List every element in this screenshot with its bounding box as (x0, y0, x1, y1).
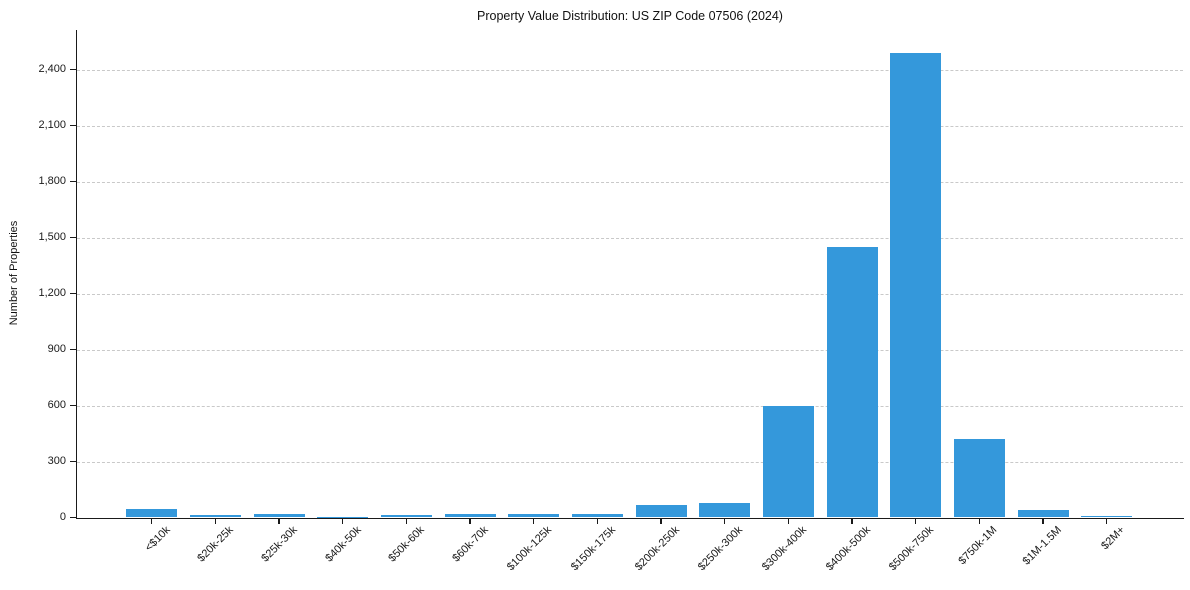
y-tick-label: 300 (47, 454, 66, 467)
x-tick-mark (342, 519, 344, 524)
y-tick-mark (70, 236, 76, 239)
x-tick-mark (278, 519, 280, 524)
bar (699, 502, 751, 518)
gridline (77, 237, 1183, 239)
x-tick-label: <$10k (142, 524, 173, 554)
x-tick-label: $400k-500k (823, 524, 873, 574)
y-tick-mark (70, 124, 76, 127)
gridline (77, 349, 1183, 351)
gridline (77, 405, 1183, 407)
x-tick-mark (533, 519, 535, 524)
x-tick-mark (1106, 519, 1108, 524)
x-tick-mark (214, 519, 217, 524)
x-tick-label: $25k-30k (259, 524, 300, 565)
x-tick-label: $300k-400k (759, 524, 809, 574)
y-tick-label: 1,500 (38, 230, 66, 243)
x-axis-line (76, 517, 1184, 519)
bar (444, 513, 496, 518)
bar (571, 514, 623, 518)
x-tick-label: $750k-1M (956, 524, 1000, 568)
x-tick-mark (724, 519, 726, 524)
bar (317, 516, 369, 518)
bar (953, 439, 1005, 518)
x-tick-label: $500k-750k (887, 524, 937, 574)
y-tick-mark (70, 68, 76, 71)
x-tick-label: $100k-125k (505, 524, 555, 574)
bar (635, 505, 687, 518)
y-tick-mark (70, 180, 76, 183)
x-tick-mark (915, 519, 917, 524)
x-tick-mark (978, 519, 981, 524)
bar (890, 53, 942, 518)
x-tick-mark (596, 519, 599, 524)
x-tick-label: $40k-50k (322, 524, 364, 565)
bar (508, 513, 560, 518)
x-tick-mark (405, 519, 408, 524)
y-tick-label: 600 (47, 398, 66, 411)
bar (1017, 509, 1069, 518)
x-tick-label: $250k-300k (696, 524, 746, 574)
gridline (77, 125, 1183, 127)
y-axis-line (76, 30, 78, 518)
bar (826, 247, 878, 518)
x-tick-mark (787, 519, 790, 524)
bar (1081, 515, 1133, 518)
gridline (77, 293, 1183, 295)
y-tick-mark (70, 292, 76, 295)
y-tick-label: 1,800 (38, 174, 66, 187)
y-tick-label: 0 (59, 510, 66, 523)
x-tick-label: $20k-25k (195, 524, 236, 565)
y-tick-label: 900 (47, 342, 66, 355)
bar (189, 515, 241, 518)
y-tick-mark (70, 516, 76, 519)
y-tick-mark (70, 348, 76, 351)
x-tick-mark (851, 519, 853, 524)
y-tick-label: 2,100 (38, 118, 66, 131)
x-tick-label: $150k-175k (568, 524, 618, 574)
chart-title: Property Value Distribution: US ZIP Code… (477, 9, 783, 23)
gridline (77, 181, 1183, 183)
bar (762, 406, 814, 518)
gridline (77, 461, 1183, 463)
x-tick-label: $2M+ (1099, 524, 1128, 553)
gridline (77, 69, 1183, 71)
y-tick-mark (70, 404, 76, 407)
x-tick-mark (151, 519, 153, 524)
bar (126, 509, 178, 518)
x-tick-mark (469, 519, 471, 524)
y-tick-label: 2,400 (38, 62, 66, 75)
bar (253, 513, 305, 518)
bar (380, 515, 432, 518)
x-tick-label: $1M-1.5M (1020, 524, 1064, 568)
x-tick-label: $50k-60k (386, 524, 427, 565)
x-tick-label: $60k-70k (450, 524, 491, 565)
x-tick-label: $200k-250k (632, 524, 682, 574)
x-tick-mark (660, 519, 662, 524)
y-tick-label: 1,200 (38, 286, 66, 299)
x-tick-mark (1042, 519, 1044, 524)
y-axis-label: Number of Properties (8, 220, 20, 326)
y-tick-mark (70, 460, 76, 463)
